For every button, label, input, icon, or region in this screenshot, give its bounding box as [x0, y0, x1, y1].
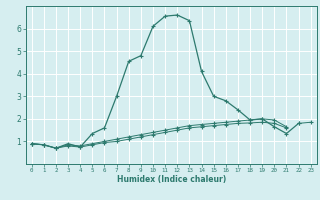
- X-axis label: Humidex (Indice chaleur): Humidex (Indice chaleur): [116, 175, 226, 184]
